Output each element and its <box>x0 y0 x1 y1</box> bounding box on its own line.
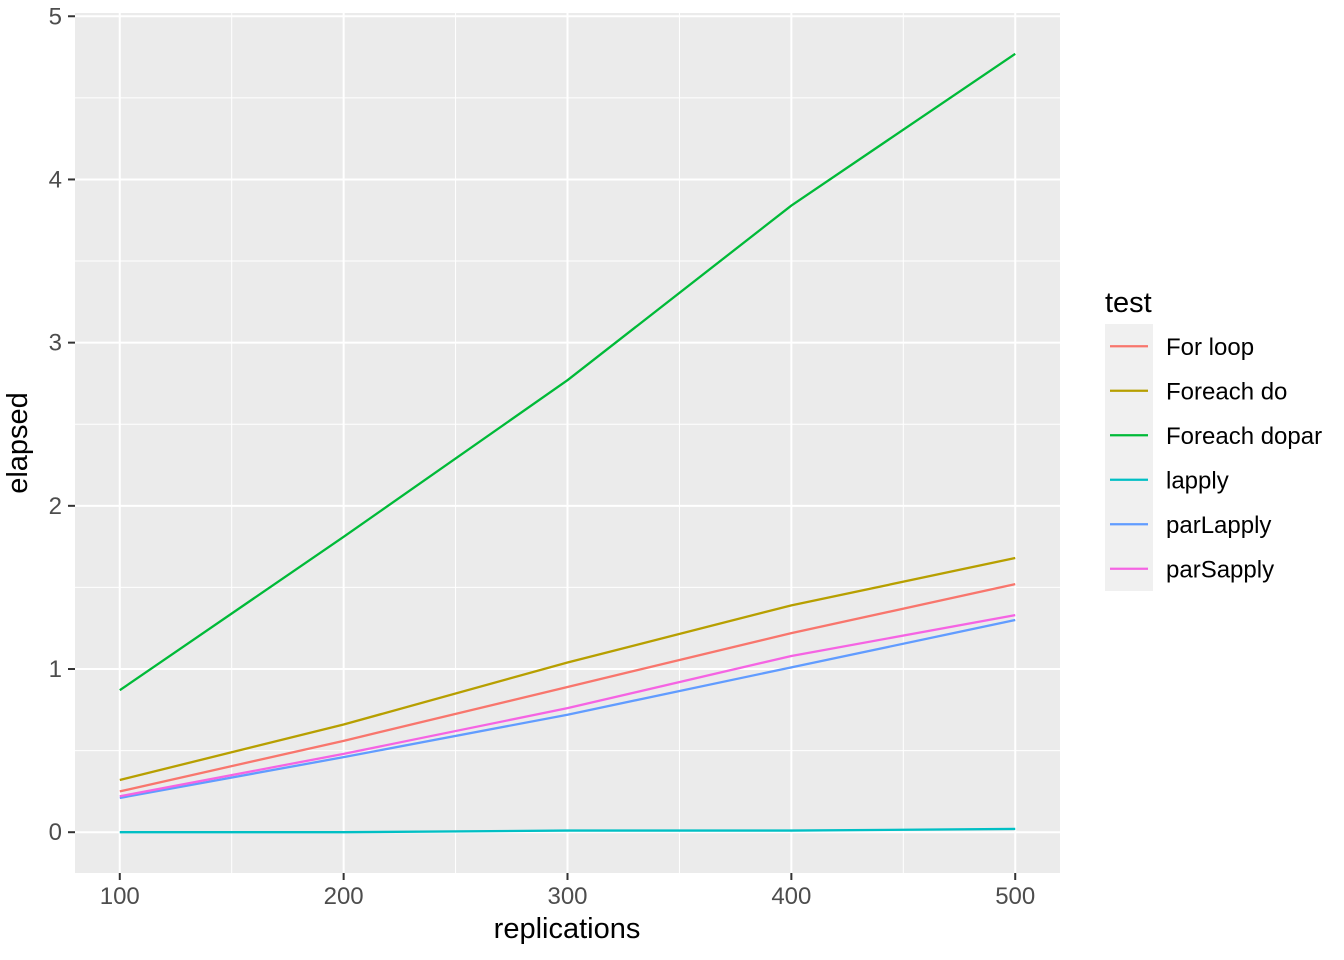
legend-item-parlapply: parLapply <box>1105 502 1271 547</box>
x-axis-title: replications <box>494 913 641 945</box>
series-line-foreach-do <box>119 556 1016 782</box>
series-line-lapply <box>119 827 1016 834</box>
legend: test For loop Foreach do Foreach dopar lapp… <box>1105 287 1322 591</box>
y-tick-label: 5 <box>49 3 62 30</box>
x-tick-label: 500 <box>995 883 1035 910</box>
gridlines <box>75 13 1060 873</box>
legend-title: test <box>1105 287 1152 319</box>
legend-label: parSapply <box>1166 556 1274 583</box>
legend-label: Foreach dopar <box>1166 423 1322 450</box>
axis-ticks: 100 200 300 400 500 0 1 2 3 4 5 <box>49 3 1036 910</box>
series-line-foreach-dopar <box>119 52 1016 692</box>
legend-label: Foreach do <box>1166 378 1287 405</box>
legend-label: parLapply <box>1166 512 1271 539</box>
legend-item-foreach-do: Foreach do <box>1105 368 1287 413</box>
legend-item-foreach-dopar: Foreach dopar <box>1105 413 1322 458</box>
legend-label: For loop <box>1166 334 1254 361</box>
y-tick-label: 2 <box>49 493 62 520</box>
y-tick-label: 1 <box>49 656 62 683</box>
x-tick-label: 200 <box>324 883 364 910</box>
series-line-for-loop <box>119 583 1016 793</box>
series-lines <box>119 52 1016 834</box>
legend-item-parsapply: parSapply <box>1105 546 1274 591</box>
series-line-parsapply <box>119 614 1016 798</box>
legend-item-for-loop: For loop <box>1105 324 1254 369</box>
series-line-parlapply <box>119 618 1016 800</box>
legend-item-lapply: lapply <box>1105 457 1229 502</box>
x-tick-label: 300 <box>547 883 587 910</box>
legend-label: lapply <box>1166 467 1229 494</box>
y-tick-label: 4 <box>49 166 62 193</box>
y-axis-title: elapsed <box>2 392 34 494</box>
x-tick-label: 400 <box>771 883 811 910</box>
x-tick-label: 100 <box>100 883 140 910</box>
y-tick-label: 3 <box>49 330 62 357</box>
y-tick-label: 0 <box>49 819 62 846</box>
